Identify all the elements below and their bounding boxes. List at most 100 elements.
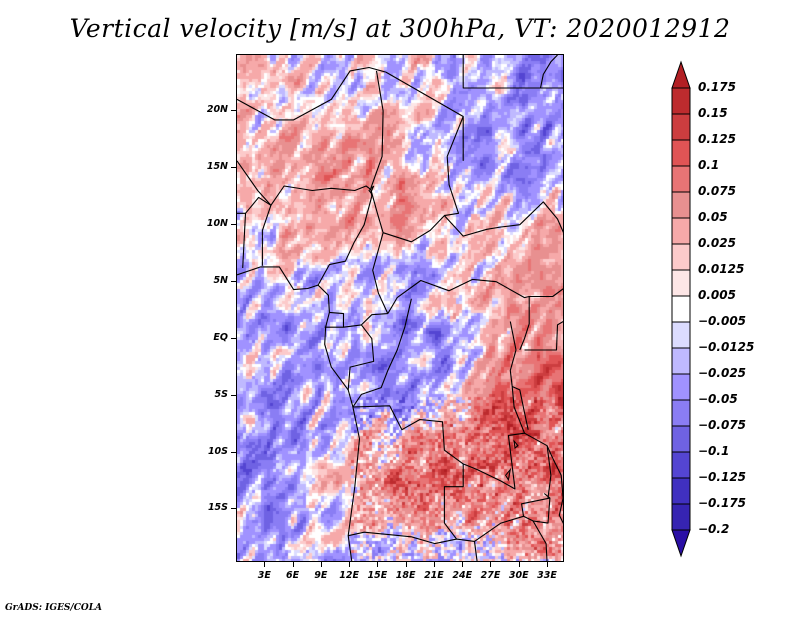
x-tick-mark bbox=[518, 562, 520, 567]
y-tick-mark bbox=[231, 337, 236, 339]
colorbar-tick-label: −0.2 bbox=[698, 522, 730, 536]
colorbar-box bbox=[671, 399, 691, 427]
colorbar-tick-label: −0.1 bbox=[698, 444, 730, 458]
lake-outline bbox=[513, 439, 519, 449]
x-tick-label: 6E bbox=[285, 570, 300, 581]
colorbar-box bbox=[671, 321, 691, 349]
grads-credit: GrADS: IGES/COLA bbox=[5, 603, 103, 613]
y-tick-label: 5N bbox=[213, 274, 228, 286]
x-tick-mark bbox=[490, 562, 492, 567]
colorbar-tick-label: −0.175 bbox=[698, 496, 747, 510]
x-tick-mark bbox=[377, 562, 379, 567]
x-tick-label: 12E bbox=[339, 570, 359, 581]
border-line bbox=[261, 205, 272, 266]
colorbar-tick-label: 0.025 bbox=[698, 236, 736, 250]
border-line bbox=[242, 213, 247, 269]
map-plot-area[interactable] bbox=[236, 54, 564, 562]
border-line bbox=[385, 71, 464, 161]
lake-outline bbox=[368, 185, 375, 194]
y-tick-mark bbox=[231, 109, 236, 111]
colorbar-box bbox=[671, 113, 691, 141]
y-tick-mark bbox=[231, 280, 236, 282]
border-line bbox=[521, 497, 551, 517]
colorbar-box bbox=[671, 217, 691, 245]
colorbar-box bbox=[671, 477, 691, 505]
x-tick-label: 15E bbox=[367, 570, 388, 581]
colorbar-extend-max bbox=[671, 60, 691, 89]
x-tick-label: 9E bbox=[314, 570, 328, 581]
y-tick-label: 20N bbox=[206, 103, 228, 115]
border-line bbox=[519, 296, 530, 351]
colorbar-box bbox=[671, 295, 691, 323]
y-tick-mark bbox=[231, 451, 236, 453]
colorbar-tick-label: −0.05 bbox=[698, 392, 738, 406]
border-line bbox=[348, 531, 475, 545]
border-line bbox=[524, 320, 563, 351]
y-tick-label: 10S bbox=[207, 445, 228, 457]
colorbar-tick-label: 0.05 bbox=[698, 210, 728, 224]
x-tick-label: 30E bbox=[508, 570, 529, 581]
x-tick-label: 24E bbox=[452, 570, 473, 581]
y-tick-label: 15S bbox=[207, 502, 228, 514]
border-line bbox=[552, 457, 563, 524]
y-tick-label: 10N bbox=[206, 217, 228, 229]
x-tick-mark bbox=[462, 562, 464, 567]
x-tick-label: 3E bbox=[257, 570, 271, 581]
x-tick-mark bbox=[433, 562, 435, 567]
y-tick-mark bbox=[231, 223, 236, 225]
colorbar-tick-label: −0.025 bbox=[698, 366, 747, 380]
border-line bbox=[539, 55, 558, 89]
border-line bbox=[237, 160, 372, 206]
colorbar-box bbox=[671, 503, 691, 531]
x-tick-mark bbox=[349, 562, 351, 567]
colorbar-extend-min bbox=[671, 529, 691, 558]
y-tick-label: 15N bbox=[206, 160, 228, 172]
border-line bbox=[329, 311, 388, 328]
border-line bbox=[237, 266, 361, 561]
border-line bbox=[443, 522, 458, 540]
y-tick-label: EQ bbox=[213, 331, 228, 343]
border-line bbox=[443, 201, 563, 237]
x-tick-mark bbox=[547, 562, 549, 567]
colorbar-box bbox=[671, 191, 691, 219]
x-tick-label: 18E bbox=[395, 570, 416, 581]
colorbar-tick-label: 0.075 bbox=[698, 184, 736, 198]
colorbar-box bbox=[671, 87, 691, 115]
colorbar-tick-label: 0.005 bbox=[698, 288, 736, 302]
colorbar-tick-label: 0.175 bbox=[698, 80, 736, 94]
x-tick-label: 21E bbox=[424, 570, 444, 581]
border-line bbox=[370, 70, 384, 189]
y-tick-label: 5S bbox=[214, 388, 228, 400]
colorbar-box bbox=[671, 269, 691, 297]
border-line bbox=[387, 278, 563, 314]
border-line bbox=[237, 66, 387, 121]
x-tick-label: 33E bbox=[537, 570, 557, 581]
colorbar-tick-label: 0.15 bbox=[698, 106, 728, 120]
colorbar-tick-label: −0.0125 bbox=[698, 340, 755, 354]
colorbar-box bbox=[671, 139, 691, 167]
x-tick-mark bbox=[264, 562, 266, 567]
colorbar-tick-label: −0.005 bbox=[698, 314, 747, 328]
border-line bbox=[372, 232, 389, 314]
border-line bbox=[546, 445, 552, 499]
colorbar-box bbox=[671, 243, 691, 271]
colorbar-tick-label: −0.075 bbox=[698, 418, 747, 432]
border-line bbox=[352, 298, 412, 408]
border-line bbox=[347, 324, 375, 390]
lake-outline bbox=[504, 467, 512, 482]
border-line bbox=[317, 189, 373, 286]
border-line bbox=[473, 541, 478, 561]
border-line bbox=[370, 116, 464, 243]
border-line bbox=[509, 321, 526, 434]
colorbar-tick-label: −0.125 bbox=[698, 470, 747, 484]
colorbar-box bbox=[671, 451, 691, 479]
colorbar-box bbox=[671, 425, 691, 453]
border-line bbox=[237, 196, 272, 214]
x-tick-mark bbox=[405, 562, 407, 567]
country-borders bbox=[237, 55, 563, 561]
x-tick-mark bbox=[292, 562, 294, 567]
border-line bbox=[462, 432, 554, 490]
colorbar-box bbox=[671, 165, 691, 193]
y-tick-mark bbox=[231, 508, 236, 510]
colorbar-tick-label: 0.0125 bbox=[698, 262, 745, 276]
